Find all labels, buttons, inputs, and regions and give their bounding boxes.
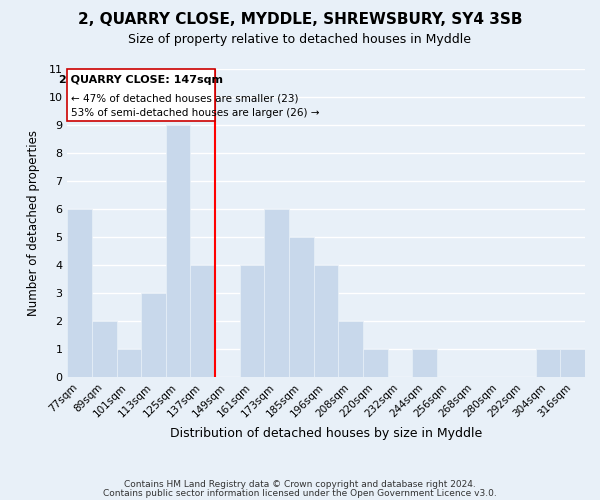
Bar — [92, 321, 116, 377]
Text: Size of property relative to detached houses in Myddle: Size of property relative to detached ho… — [128, 32, 472, 46]
Bar — [240, 265, 265, 377]
Text: ← 47% of detached houses are smaller (23): ← 47% of detached houses are smaller (23… — [71, 94, 298, 104]
Text: 53% of semi-detached houses are larger (26) →: 53% of semi-detached houses are larger (… — [71, 108, 319, 118]
X-axis label: Distribution of detached houses by size in Myddle: Distribution of detached houses by size … — [170, 427, 482, 440]
Bar — [166, 125, 190, 377]
Bar — [141, 293, 166, 377]
Bar — [412, 349, 437, 377]
Y-axis label: Number of detached properties: Number of detached properties — [27, 130, 40, 316]
Bar — [314, 265, 338, 377]
Bar — [67, 209, 92, 377]
Text: 2 QUARRY CLOSE: 147sqm: 2 QUARRY CLOSE: 147sqm — [59, 75, 223, 85]
Bar — [289, 237, 314, 377]
Bar — [560, 349, 585, 377]
Bar — [363, 349, 388, 377]
Bar — [116, 349, 141, 377]
FancyBboxPatch shape — [67, 69, 215, 121]
Bar — [265, 209, 289, 377]
Text: Contains public sector information licensed under the Open Government Licence v3: Contains public sector information licen… — [103, 488, 497, 498]
Bar — [338, 321, 363, 377]
Bar — [536, 349, 560, 377]
Text: 2, QUARRY CLOSE, MYDDLE, SHREWSBURY, SY4 3SB: 2, QUARRY CLOSE, MYDDLE, SHREWSBURY, SY4… — [78, 12, 522, 28]
Bar — [190, 265, 215, 377]
Text: Contains HM Land Registry data © Crown copyright and database right 2024.: Contains HM Land Registry data © Crown c… — [124, 480, 476, 489]
